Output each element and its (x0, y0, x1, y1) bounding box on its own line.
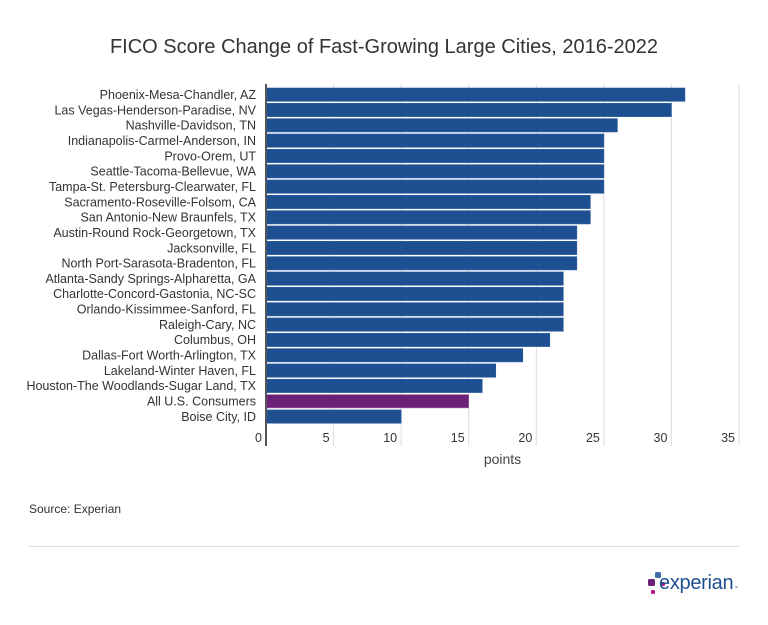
bar (265, 256, 578, 271)
source-note: Source: Experian (29, 502, 122, 516)
logo-tm: ™ (734, 585, 738, 590)
x-tick-label: 20 (518, 431, 532, 445)
y-category-label: Columbus, OH (174, 333, 256, 347)
y-category-label: Charlotte-Concord-Gastonia, NC-SC (53, 287, 256, 301)
y-category-label: Raleigh-Cary, NC (159, 318, 256, 332)
bar (265, 394, 470, 409)
y-category-label: Austin-Round Rock-Georgetown, TX (53, 226, 256, 240)
x-tick-label: 30 (654, 431, 668, 445)
chart-title: FICO Score Change of Fast-Growing Large … (109, 36, 659, 58)
y-category-label: Sacramento-Roseville-Folsom, CA (64, 195, 256, 209)
x-tick-label: 15 (451, 431, 465, 445)
bar (265, 271, 564, 286)
y-category-label: Indianapolis-Carmel-Anderson, IN (68, 134, 256, 148)
bar (265, 348, 524, 363)
logo-text: experian (659, 572, 734, 594)
bar (265, 225, 578, 240)
y-category-label: Tampa-St. Petersburg-Clearwater, FL (49, 180, 256, 194)
y-category-label: Jacksonville, FL (167, 241, 256, 255)
bar (265, 317, 564, 332)
x-tick-label: 0 (255, 431, 262, 445)
experian-logo: experian ™ (648, 568, 748, 604)
bar (265, 133, 605, 148)
x-tick-label: 10 (383, 431, 397, 445)
y-category-label: Orlando-Kissimmee-Sanford, FL (77, 303, 256, 317)
bar (265, 149, 605, 163)
bar (265, 87, 686, 102)
bar (265, 195, 591, 209)
y-category-label: Nashville-Davidson, TN (126, 119, 256, 133)
y-category-label: Lakeland-Winter Haven, FL (104, 364, 256, 378)
bar (265, 179, 605, 194)
bar (265, 118, 618, 133)
bar (265, 210, 591, 225)
y-category-label: Las Vegas-Henderson-Paradise, NV (54, 103, 256, 117)
bar (265, 286, 564, 301)
y-category-label: Atlanta-Sandy Springs-Alpharetta, GA (45, 272, 256, 286)
y-category-label: Boise City, ID (181, 410, 256, 424)
x-tick-label: 25 (586, 431, 600, 445)
y-category-label: North Port-Sarasota-Bradenton, FL (61, 257, 256, 271)
y-category-label: Provo-Orem, UT (164, 149, 256, 163)
bar (265, 241, 578, 255)
x-tick-label: 5 (323, 431, 330, 445)
y-category-label: Seattle-Tacoma-Bellevue, WA (90, 165, 256, 179)
bar (265, 378, 483, 393)
divider (29, 546, 739, 547)
bar (265, 363, 497, 378)
x-tick-label: 35 (721, 431, 735, 445)
y-category-label: All U.S. Consumers (147, 395, 256, 409)
bar (265, 332, 551, 347)
y-category-label: Dallas-Fort Worth-Arlington, TX (82, 349, 257, 363)
bar (265, 103, 672, 117)
x-axis-label: points (484, 451, 521, 467)
y-category-label: San Antonio-New Braunfels, TX (80, 211, 256, 225)
y-category-label: Phoenix-Mesa-Chandler, AZ (100, 88, 257, 102)
y-category-label: Houston-The Woodlands-Sugar Land, TX (26, 379, 256, 393)
bar (265, 302, 564, 317)
bar (265, 409, 402, 424)
bar (265, 164, 605, 179)
